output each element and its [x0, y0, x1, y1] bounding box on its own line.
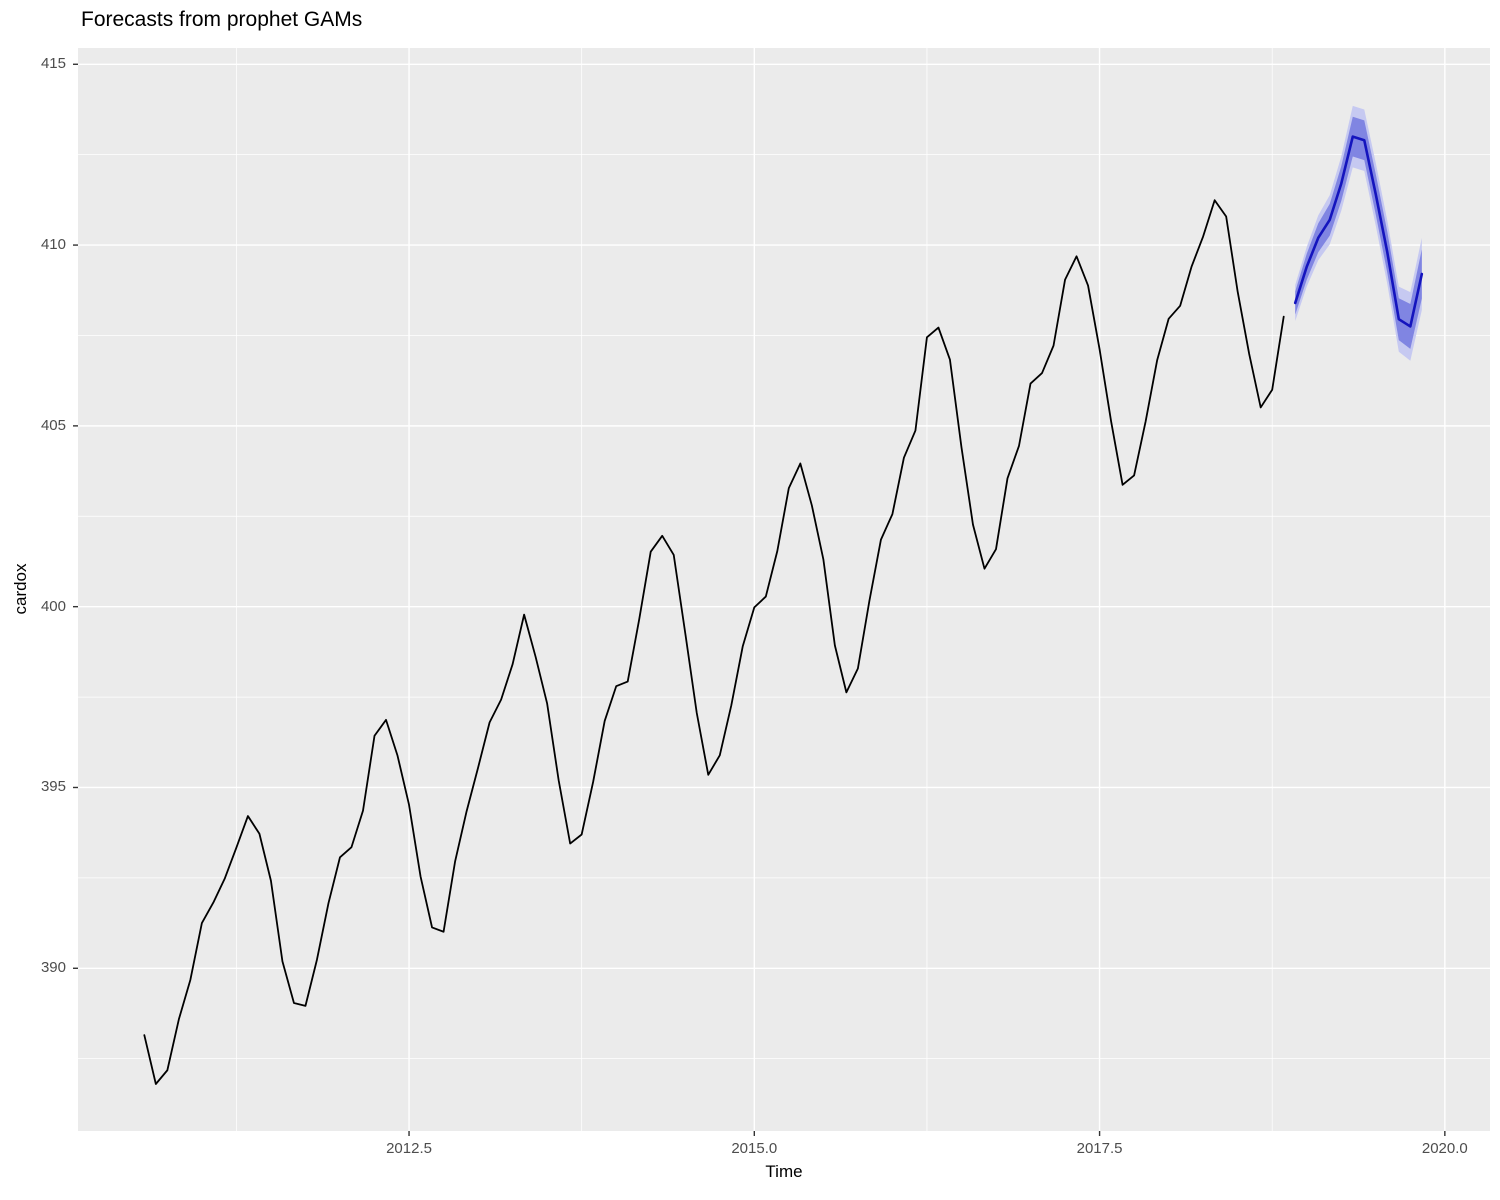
y-tick-label: 405	[40, 416, 66, 434]
y-tick-label: 400	[40, 597, 66, 615]
y-tick-label: 410	[40, 236, 66, 254]
panel-background	[78, 48, 1490, 1131]
confidence-band-95	[1295, 105, 1422, 361]
x-tick-label: 2020.0	[1421, 1140, 1468, 1157]
x-axis-title: Time	[765, 1162, 803, 1181]
y-tick-label: 395	[40, 778, 66, 796]
observed-series-line	[143, 199, 1285, 1085]
x-tick-label: 2012.5	[386, 1140, 432, 1157]
y-tick-label: 415	[40, 55, 66, 73]
y-tick-label: 390	[40, 959, 66, 977]
x-tick-label: 2017.5	[1076, 1140, 1123, 1157]
x-tick-label: 2015.0	[731, 1140, 778, 1157]
forecast-mean-line	[1293, 135, 1424, 328]
plot-title: Forecasts from prophet GAMs	[81, 8, 363, 31]
